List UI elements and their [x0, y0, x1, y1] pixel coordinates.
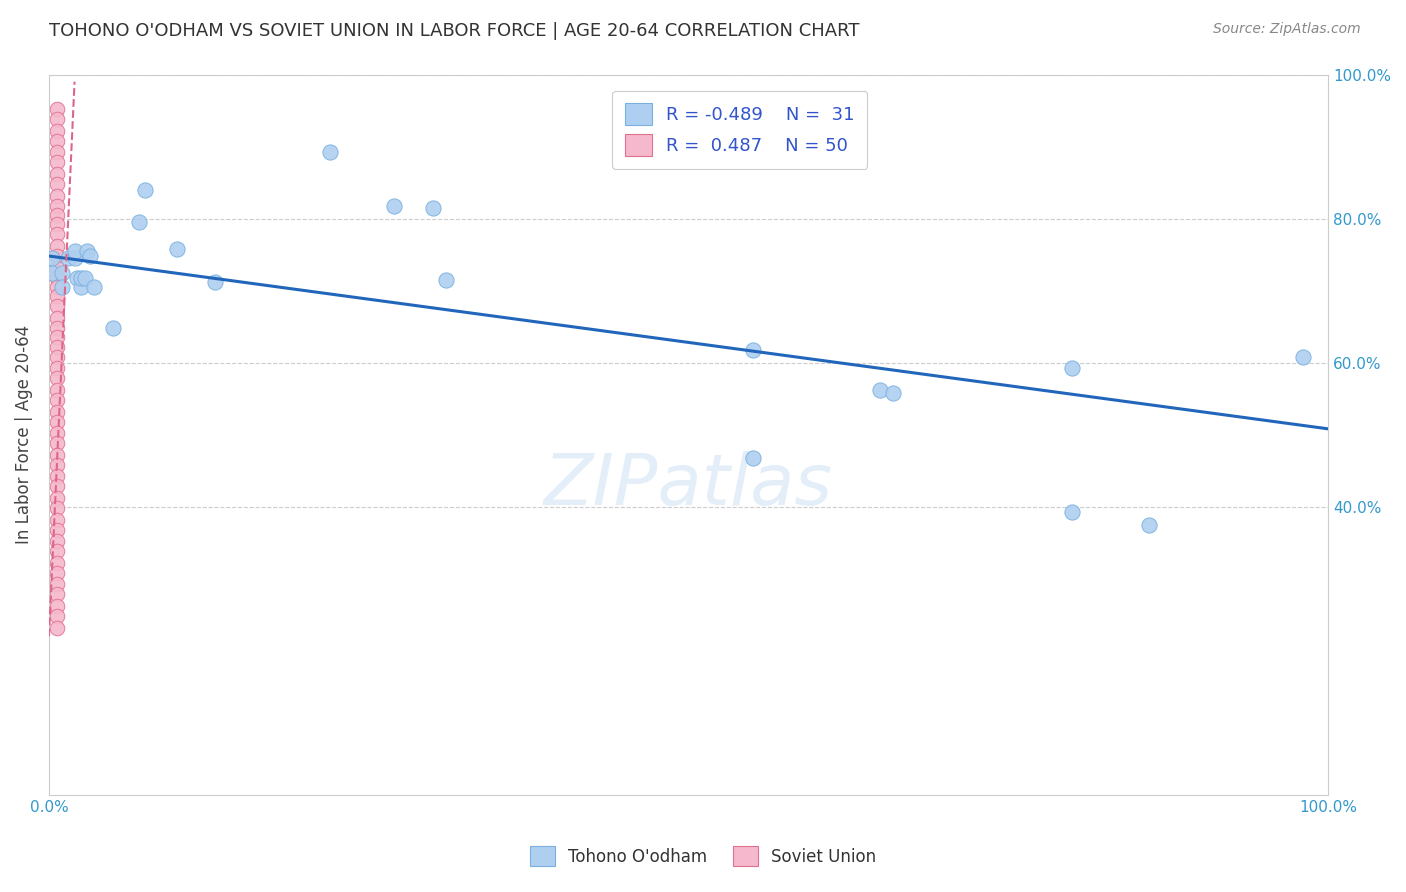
Point [51, 266, 73, 280]
Point [45, 469, 67, 483]
Point [45, 124, 67, 138]
Point [45, 491, 67, 505]
Point [434, 273, 457, 287]
Point [45, 300, 67, 314]
Point [45, 145, 67, 160]
Point [63, 251, 86, 265]
Point [204, 275, 226, 289]
Point [134, 183, 156, 197]
Point [45, 599, 67, 613]
Point [45, 260, 67, 275]
Point [45, 167, 67, 181]
Point [45, 361, 67, 376]
Point [1062, 505, 1084, 519]
Point [1291, 350, 1313, 364]
Point [45, 310, 67, 325]
Point [45, 544, 67, 558]
Point [45, 321, 67, 335]
Point [45, 249, 67, 263]
Point [45, 217, 67, 231]
Point [45, 479, 67, 493]
Point [70, 270, 93, 285]
Point [45, 198, 67, 212]
Point [45, 280, 67, 294]
Point [1137, 517, 1160, 532]
Text: TOHONO O'ODHAM VS SOVIET UNION IN LABOR FORCE | AGE 20-64 CORRELATION CHART: TOHONO O'ODHAM VS SOVIET UNION IN LABOR … [49, 22, 859, 40]
Point [45, 177, 67, 191]
Point [45, 609, 67, 624]
Point [63, 244, 86, 258]
Point [45, 436, 67, 450]
Point [45, 621, 67, 635]
Point [45, 155, 67, 169]
Point [45, 134, 67, 148]
Point [101, 321, 124, 335]
Point [45, 289, 67, 303]
Point [56, 251, 79, 265]
Point [422, 201, 444, 215]
Point [45, 534, 67, 549]
Point [45, 513, 67, 527]
Point [1062, 361, 1084, 376]
Legend: Tohono O'odham, Soviet Union: Tohono O'odham, Soviet Union [523, 839, 883, 873]
Point [45, 208, 67, 222]
Point [45, 587, 67, 601]
Point [45, 415, 67, 429]
Point [70, 280, 93, 294]
Point [73, 270, 96, 285]
Point [45, 458, 67, 472]
Point [45, 404, 67, 418]
Point [45, 188, 67, 202]
Point [128, 215, 150, 229]
Point [319, 145, 342, 160]
Point [45, 330, 67, 344]
Point [166, 242, 188, 256]
Point [45, 239, 67, 253]
Point [45, 102, 67, 116]
Point [45, 227, 67, 242]
Point [741, 343, 763, 357]
Legend: R = -0.489    N =  31, R =  0.487    N = 50: R = -0.489 N = 31, R = 0.487 N = 50 [612, 91, 868, 169]
Point [45, 340, 67, 354]
Text: Source: ZipAtlas.com: Source: ZipAtlas.com [1213, 22, 1361, 37]
Point [41, 251, 63, 265]
Point [66, 270, 89, 285]
Point [45, 577, 67, 591]
Point [45, 383, 67, 397]
Point [45, 556, 67, 570]
Point [45, 270, 67, 285]
Point [741, 450, 763, 465]
Y-axis label: In Labor Force | Age 20-64: In Labor Force | Age 20-64 [15, 325, 32, 544]
Point [382, 198, 405, 212]
Text: ZIPatlas: ZIPatlas [544, 450, 834, 519]
Point [882, 385, 904, 400]
Point [76, 244, 98, 258]
Point [51, 280, 73, 294]
Point [45, 112, 67, 127]
Point [45, 392, 67, 407]
Point [869, 383, 891, 397]
Point [45, 448, 67, 462]
Point [41, 266, 63, 280]
Point [45, 371, 67, 385]
Point [45, 350, 67, 364]
Point [45, 523, 67, 537]
Point [83, 280, 105, 294]
Point [45, 501, 67, 516]
Point [45, 426, 67, 441]
Point [79, 249, 101, 263]
Point [45, 566, 67, 580]
